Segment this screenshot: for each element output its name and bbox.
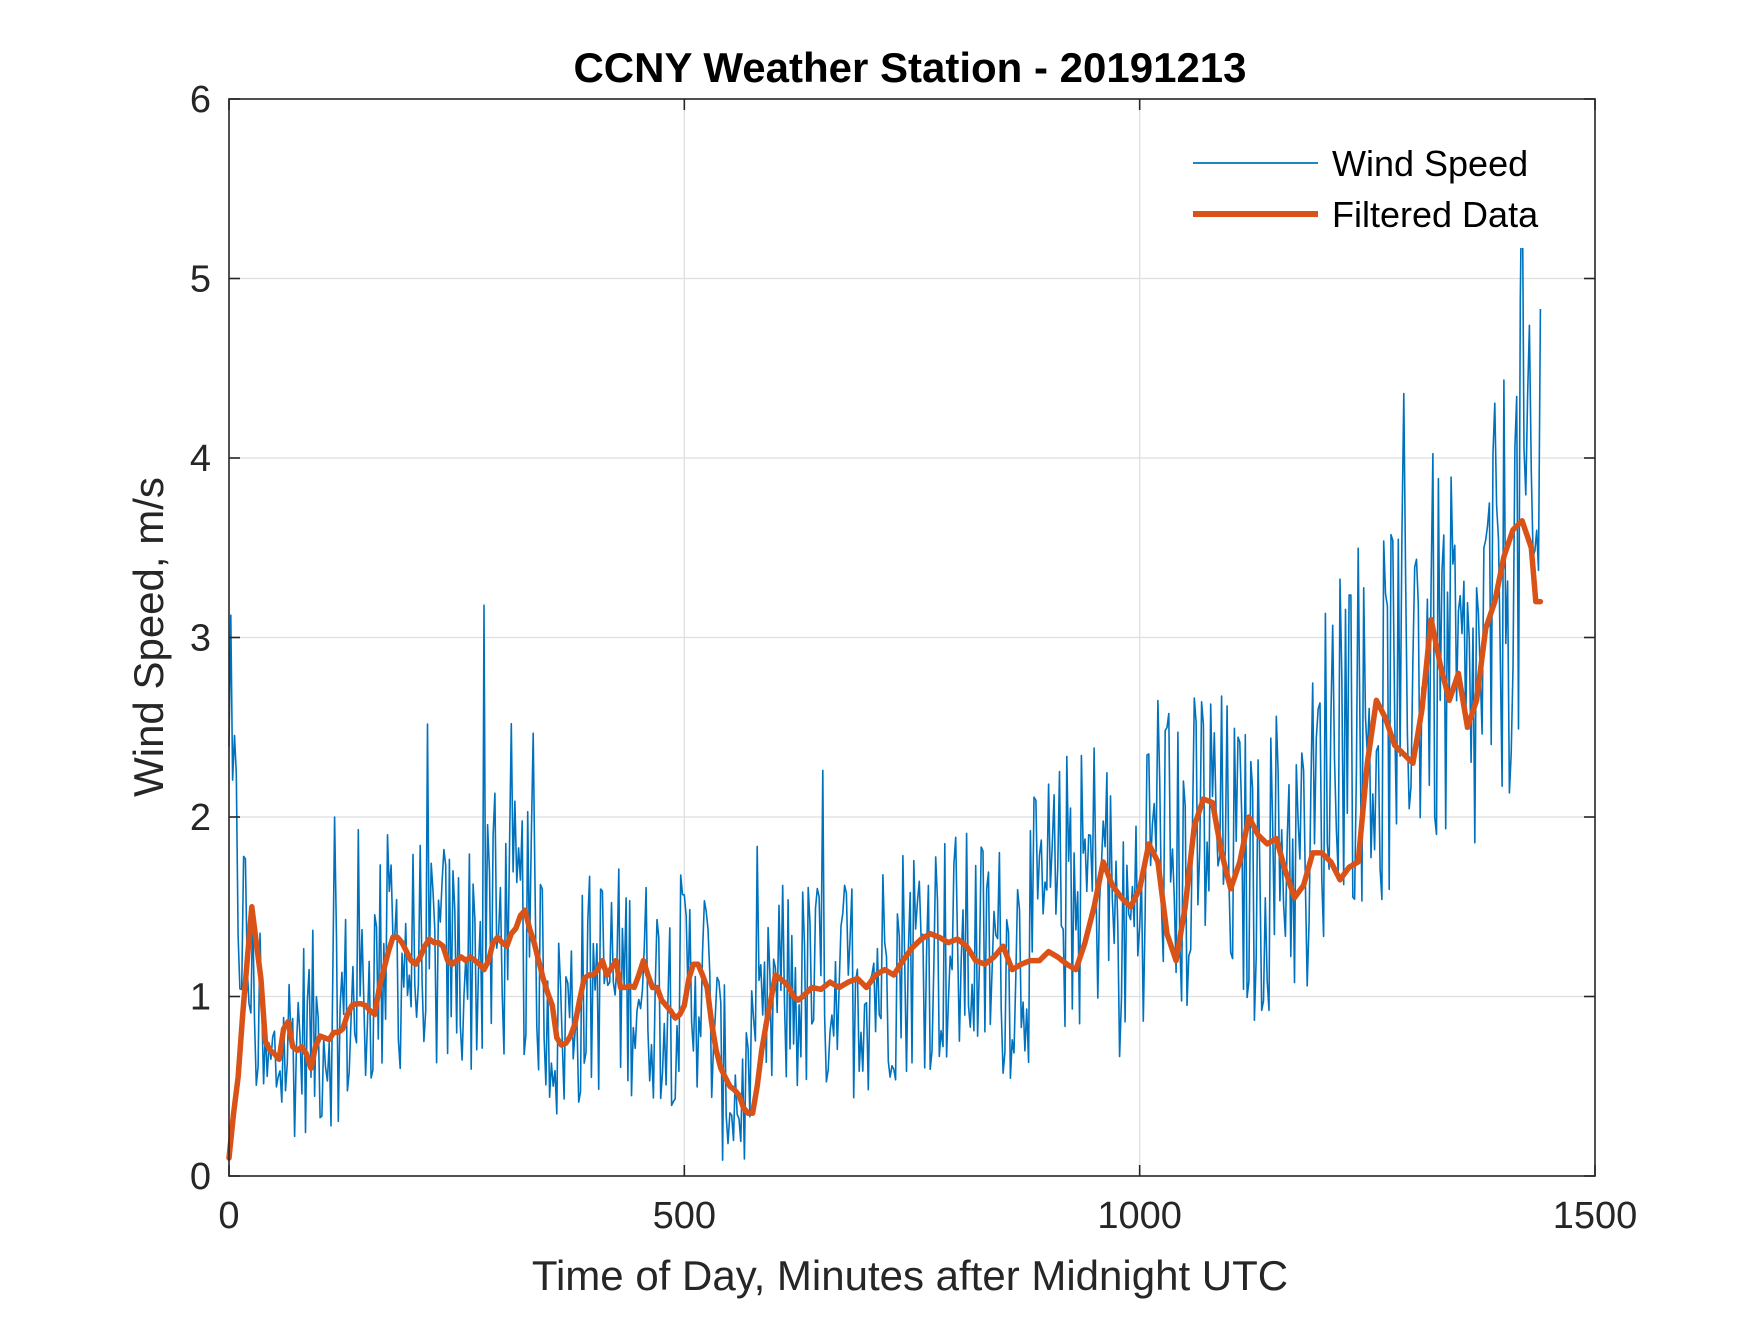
legend: Wind Speed Filtered Data [1175, 140, 1557, 248]
y-tick-label: 3 [190, 618, 211, 660]
y-tick-label: 1 [190, 977, 211, 1019]
legend-background [1175, 140, 1557, 248]
y-tick-label: 4 [190, 438, 211, 480]
series-line-filtered-data [226, 518, 1544, 1161]
y-tick-label: 2 [190, 797, 211, 839]
y-axis-label: Wind Speed, m/s [125, 477, 172, 797]
chart-title: CCNY Weather Station - 20191213 [573, 44, 1246, 91]
y-tick-label: 5 [190, 259, 211, 301]
x-tick-label: 1500 [1553, 1195, 1638, 1237]
x-axis-label: Time of Day, Minutes after Midnight UTC [532, 1252, 1288, 1299]
x-tick-label: 1000 [1097, 1195, 1182, 1237]
legend-label-wind-speed: Wind Speed [1332, 143, 1528, 184]
tick-labels: 0 500 1000 1500 0 1 2 3 4 5 6 [190, 79, 1637, 1237]
y-tick-label: 0 [190, 1156, 211, 1198]
legend-label-filtered-data: Filtered Data [1332, 194, 1539, 235]
x-tick-label: 500 [653, 1195, 716, 1237]
x-tick-label: 0 [218, 1195, 239, 1237]
series-layer [226, 141, 1544, 1161]
series-line-wind-speed [228, 141, 1542, 1161]
ticks [228, 98, 1596, 1177]
y-tick-label: 6 [190, 79, 211, 121]
